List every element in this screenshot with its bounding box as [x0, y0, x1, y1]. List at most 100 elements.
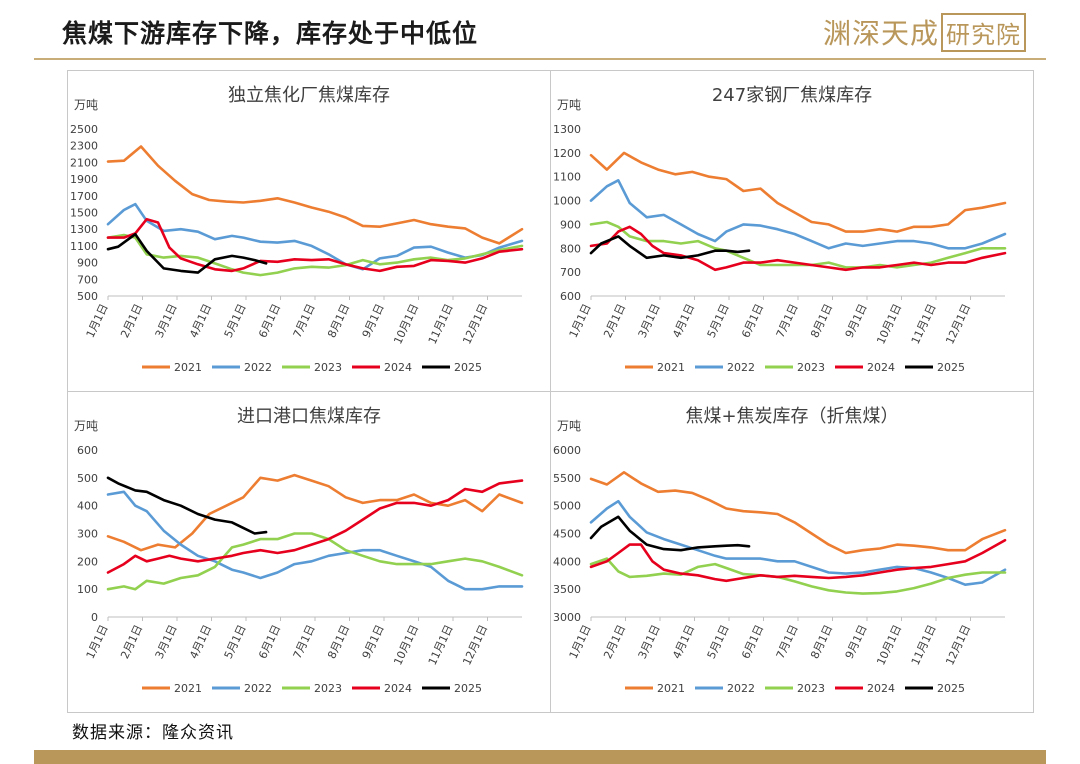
- x-tick-label: 2月1日: [601, 623, 628, 661]
- legend-label-2023: 2023: [314, 682, 342, 695]
- x-tick-label: 4月1日: [187, 302, 214, 340]
- y-tick-label: 700: [560, 266, 581, 279]
- series-line-2024: [106, 479, 524, 574]
- x-tick-label: 6月1日: [739, 302, 766, 340]
- chart-panel-combined: 焦煤+焦炭库存（折焦煤） 万吨 3000 3500 4000 4500 5000 5500 60…: [550, 391, 1034, 713]
- x-tick-label: 3月1日: [153, 623, 180, 661]
- page-title: 焦煤下游库存下降，库存处于中低位: [62, 19, 479, 48]
- legend-label-2021: 2021: [174, 682, 202, 695]
- legend-label-2022: 2022: [727, 361, 755, 374]
- y-tick-label: 1100: [70, 240, 98, 253]
- x-tick-label: 9月1日: [843, 302, 870, 340]
- y-axis-unit: 万吨: [74, 98, 98, 112]
- x-tick-label: 3月1日: [636, 623, 663, 661]
- legend-label-2024: 2024: [384, 361, 412, 374]
- chart-title: 247家钢厂焦煤库存: [712, 85, 872, 106]
- y-tick-label: 200: [77, 555, 98, 568]
- x-tick-label: 2月1日: [118, 623, 145, 661]
- series-line-2021: [106, 145, 524, 245]
- x-tick-label: 4月1日: [187, 623, 214, 661]
- y-tick-label: 600: [77, 444, 98, 457]
- series-line-2022: [106, 202, 524, 271]
- series-line-2023: [589, 557, 1007, 595]
- legend-label-2024: 2024: [867, 682, 895, 695]
- chart-panel-coking-plant: 独立焦化厂焦煤库存 万吨 500 700 900 1100 1300 1500 1700 1900…: [67, 70, 551, 392]
- x-tick-label: 11月1日: [909, 623, 939, 667]
- data-source-note: 数据来源：隆众资讯: [72, 723, 234, 743]
- y-tick-label: 5000: [553, 500, 581, 513]
- legend-label-2021: 2021: [657, 361, 685, 374]
- y-tick-label: 3500: [553, 583, 581, 596]
- y-tick-label: 3000: [553, 611, 581, 624]
- x-tick-label: 5月1日: [705, 302, 732, 340]
- x-tick-label: 3月1日: [153, 302, 180, 340]
- legend-label-2024: 2024: [867, 361, 895, 374]
- y-tick-label: 4000: [553, 555, 581, 568]
- x-tick-label: 4月1日: [670, 623, 697, 661]
- x-tick-label: 10月1日: [874, 302, 904, 346]
- series-line-2024: [106, 217, 524, 273]
- chart-title: 进口港口焦煤库存: [237, 406, 381, 427]
- y-tick-label: 100: [77, 583, 98, 596]
- x-tick-label: 9月1日: [360, 623, 387, 661]
- series-line-2021: [106, 473, 524, 552]
- legend-label-2024: 2024: [384, 682, 412, 695]
- footer-bar: [34, 750, 1046, 764]
- x-tick-label: 9月1日: [843, 623, 870, 661]
- y-tick-label: 500: [77, 472, 98, 485]
- x-tick-label: 1月1日: [84, 623, 111, 661]
- y-tick-label: 1000: [553, 195, 581, 208]
- series-line-2025: [589, 235, 751, 260]
- x-tick-label: 8月1日: [808, 623, 835, 661]
- x-tick-label: 9月1日: [360, 302, 387, 340]
- y-tick-label: 500: [77, 290, 98, 303]
- x-tick-label: 7月1日: [291, 623, 318, 661]
- y-tick-label: 400: [77, 500, 98, 513]
- logo-box-text: 研究院: [941, 13, 1026, 52]
- chart-title: 焦煤+焦炭库存（折焦煤）: [685, 406, 898, 427]
- series-line-2024: [589, 225, 1007, 272]
- x-tick-label: 8月1日: [325, 302, 352, 340]
- x-tick-label: 6月1日: [256, 302, 283, 340]
- series-line-2022: [589, 179, 1007, 250]
- x-tick-label: 7月1日: [291, 302, 318, 340]
- x-tick-label: 6月1日: [256, 623, 283, 661]
- y-axis-unit: 万吨: [557, 98, 581, 112]
- x-tick-label: 7月1日: [774, 302, 801, 340]
- legend-label-2023: 2023: [797, 361, 825, 374]
- y-tick-label: 2500: [70, 123, 98, 136]
- chart-panel-steel-mills: 247家钢厂焦煤库存 万吨 600 700 800 900 1000 1100 1200 1300…: [550, 70, 1034, 392]
- y-tick-label: 2100: [70, 156, 98, 169]
- x-tick-label: 12月1日: [943, 302, 973, 346]
- y-tick-label: 800: [560, 242, 581, 255]
- y-tick-label: 1300: [553, 123, 581, 136]
- legend-label-2021: 2021: [174, 361, 202, 374]
- y-tick-label: 600: [560, 290, 581, 303]
- series-line-2022: [589, 499, 1007, 586]
- x-tick-label: 8月1日: [325, 623, 352, 661]
- logo-text: 渊深天成: [822, 17, 939, 50]
- x-tick-label: 6月1日: [739, 623, 766, 661]
- y-tick-label: 6000: [553, 444, 581, 457]
- y-axis-unit: 万吨: [74, 419, 98, 433]
- y-tick-label: 0: [91, 611, 98, 624]
- x-tick-label: 5月1日: [222, 302, 249, 340]
- chart-panel-port: 进口港口焦煤库存 万吨 0 100 200 300 400 500 600 1月1日 2月1日 3月1…: [67, 391, 551, 713]
- x-tick-label: 11月1日: [426, 623, 456, 667]
- legend-label-2022: 2022: [244, 361, 272, 374]
- x-tick-label: 11月1日: [426, 302, 456, 346]
- x-tick-label: 1月1日: [84, 302, 111, 340]
- brand-logo: 渊深天成 研究院: [823, 12, 1026, 52]
- header-divider: [34, 58, 1046, 60]
- legend-label-2023: 2023: [797, 682, 825, 695]
- x-tick-label: 2月1日: [118, 302, 145, 340]
- x-tick-label: 12月1日: [460, 302, 490, 346]
- legend-label-2025: 2025: [937, 682, 965, 695]
- y-tick-label: 1100: [553, 171, 581, 184]
- y-axis-unit: 万吨: [557, 419, 581, 433]
- y-tick-label: 1300: [70, 223, 98, 236]
- y-tick-label: 5500: [553, 472, 581, 485]
